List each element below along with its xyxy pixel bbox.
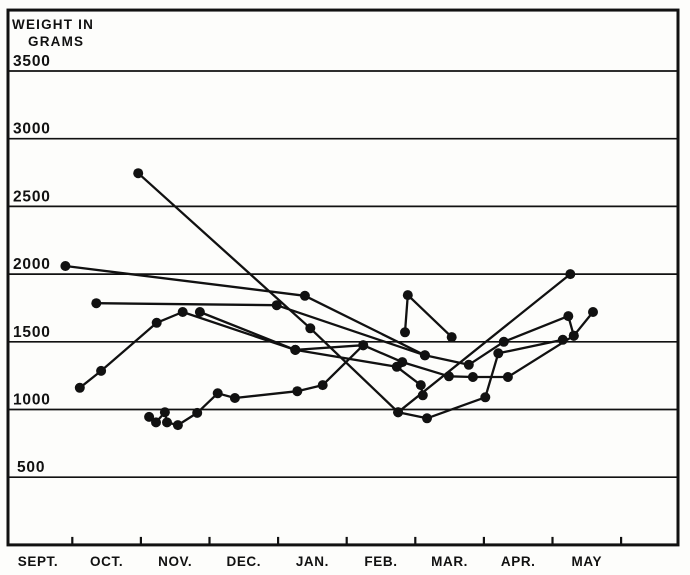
svg-text:WEIGHT IN: WEIGHT IN [12,17,94,32]
series-3-line [137,172,572,414]
svg-text:3000: 3000 [13,121,51,138]
series-6-point [400,327,410,338]
svg-text:FEB.: FEB. [364,554,397,569]
month-labels: SEPT. OCT. NOV. DEC. JAN. FEB. MAR. APR. MAY [18,554,602,569]
series-4-point [74,382,85,393]
series-6-point [402,290,413,301]
series-7-point [162,417,172,428]
svg-text:DEC.: DEC. [226,554,261,569]
series-5-point [415,380,426,391]
series-7-line [147,344,365,427]
svg-text:MAY: MAY [572,554,603,569]
series-4-point [467,372,478,382]
svg-text:500: 500 [17,459,45,476]
svg-text:OCT.: OCT. [90,554,123,569]
series-lines [64,172,595,427]
svg-text:NOV.: NOV. [158,554,192,569]
series-9-point [493,348,504,359]
series-6-point [446,332,457,343]
svg-text:GRAMS: GRAMS [28,34,84,49]
series-7-point [358,340,369,351]
series-2-point [419,350,430,361]
series-8-point [194,307,205,317]
series-9-point [480,392,491,403]
data-points [60,168,598,431]
series-7-point [212,388,223,399]
svg-text:JAN.: JAN. [296,554,329,569]
series-1-point [299,290,310,301]
svg-text:MAR.: MAR. [431,554,468,569]
series-4-point [502,372,513,382]
series-7-point [317,380,328,391]
series-7-point [144,411,155,422]
series-7-point [159,407,170,418]
series-5-line [294,348,424,397]
chart-title: WEIGHT IN GRAMS [12,17,94,49]
series-7-point [292,386,303,397]
series-2-line [95,302,427,357]
series-7-point [151,417,161,428]
series-7-point [192,407,203,418]
series-8-line [198,310,297,352]
series-3-point [133,168,144,179]
series-9-point [393,407,404,418]
series-4-line [78,310,595,389]
series-7-point [172,420,183,431]
svg-text:1000: 1000 [13,392,51,409]
series-9-point [557,334,568,345]
series-3-point [305,323,316,334]
series-6-line [403,293,453,339]
series-4-point [568,330,579,341]
y-axis-labels: 3500 3000 2500 2000 1500 1000 500 [13,53,51,476]
svg-text:1500: 1500 [13,324,51,341]
svg-text:2500: 2500 [13,188,51,205]
series-7-point [229,393,240,403]
series-4-point [96,365,107,376]
series-1-point [60,261,71,271]
svg-text:3500: 3500 [13,53,51,70]
series-1-point [563,311,574,322]
series-4-point [443,371,454,382]
series-9-point [422,413,432,424]
series-1-point [498,336,509,347]
svg-text:2000: 2000 [13,256,51,273]
gridlines [8,70,678,479]
svg-text:APR.: APR. [501,554,536,569]
series-4-point [151,317,162,328]
series-8-point [290,344,301,355]
series-4-point [177,307,188,317]
series-5-point [417,390,428,401]
series-2-point [271,300,282,311]
series-2-point [91,298,102,309]
series-1-point [463,359,474,370]
series-4-point [588,307,598,317]
series-3-point [565,269,576,280]
x-ticks [71,536,623,545]
series-5-point [391,361,402,372]
plot-frame [6,8,680,547]
svg-text:SEPT.: SEPT. [18,554,59,569]
